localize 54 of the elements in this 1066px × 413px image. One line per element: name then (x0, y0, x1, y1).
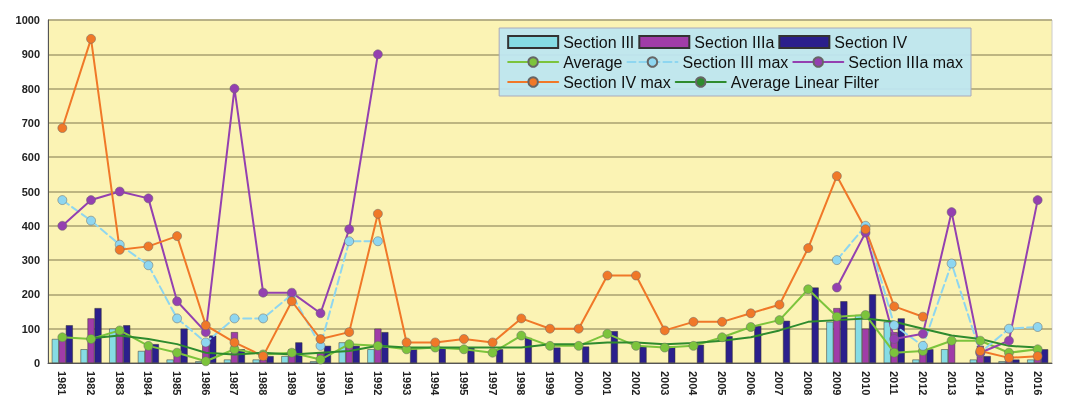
x-tick-label: 2006 (744, 371, 757, 396)
x-tick-label: 2004 (687, 371, 700, 397)
y-tick-label: 100 (21, 322, 40, 335)
x-tick-label: 2013 (945, 371, 958, 396)
x-tick-label: 1983 (113, 371, 126, 396)
y-tick-label: 900 (21, 48, 40, 61)
legend-label: Section IV max (563, 73, 671, 91)
x-tick-label: 2000 (572, 371, 585, 396)
x-tick-label: 1986 (199, 371, 212, 396)
x-tick-label: 2010 (859, 371, 872, 396)
x-tick-label: 1985 (171, 371, 184, 396)
y-tick-label: 800 (21, 82, 40, 95)
legend-label: Section III (563, 33, 635, 51)
y-tick-label: 400 (21, 219, 40, 232)
x-tick-label: 1984 (142, 371, 155, 397)
x-tick-label: 2014 (974, 371, 987, 397)
x-tick-label: 1991 (343, 371, 356, 396)
x-tick-label: 1999 (544, 371, 556, 396)
legend-label: Section IIIa max (848, 53, 963, 71)
x-tick-label: 2001 (601, 371, 614, 396)
y-tick-label: 0 (33, 357, 40, 369)
x-tick-label: 1989 (285, 371, 298, 396)
x-tick-label: 1981 (56, 371, 69, 396)
x-tick-label: 2012 (916, 371, 929, 396)
x-tick-label: 2002 (630, 371, 643, 396)
x-tick-label: 2008 (802, 371, 815, 396)
y-tick-label: 300 (21, 254, 40, 267)
legend-label: Average (563, 53, 623, 71)
x-tick-label: 2015 (1002, 371, 1015, 396)
x-tick-label: 1993 (400, 371, 413, 396)
x-tick-label: 2005 (716, 371, 729, 396)
y-tick-label: 200 (21, 288, 40, 301)
x-tick-label: 1988 (257, 371, 270, 396)
x-tick-label: 1994 (429, 371, 442, 397)
x-tick-label: 2007 (773, 371, 786, 396)
legend-label: Section IIIa (694, 33, 775, 51)
x-tick-label: 2011 (888, 371, 901, 395)
y-tick-label: 1000 (15, 14, 40, 26)
y-tick-label: 700 (21, 116, 40, 129)
x-tick-label: 1997 (486, 371, 499, 396)
x-tick-label: 2016 (1031, 371, 1044, 396)
y-tick-label: 600 (21, 151, 40, 164)
x-tick-label: 2003 (658, 371, 671, 396)
legend-label: Section III max (682, 53, 789, 71)
x-tick-label: 1982 (85, 371, 98, 396)
x-tick-label: 1992 (371, 371, 384, 396)
x-tick-label: 2009 (830, 371, 843, 396)
legend-label: Section IV (834, 33, 908, 51)
x-tick-label: 1987 (228, 371, 241, 396)
x-tick-label: 1995 (457, 371, 470, 396)
y-tick-label: 500 (21, 185, 40, 198)
legend-label: Average Linear Filter (730, 73, 880, 91)
x-tick-label: 1990 (314, 371, 327, 396)
x-tick-label: 1998 (515, 371, 528, 396)
